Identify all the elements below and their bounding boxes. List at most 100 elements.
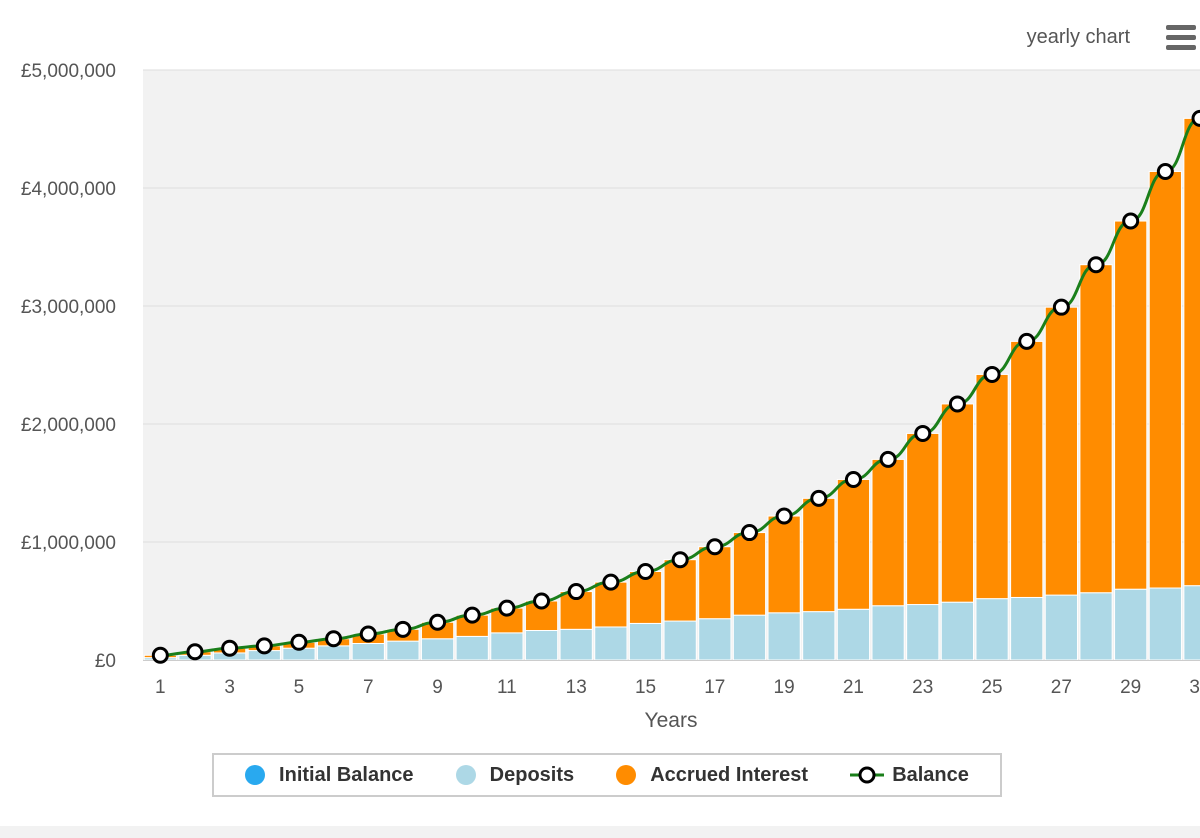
balance-point [1122,212,1140,230]
balance-point [844,470,862,488]
bar-accrued-interest [698,546,732,620]
bar-deposits [316,645,351,661]
balance-point [706,538,724,556]
bar-deposits [594,626,628,661]
balance-point [394,620,412,638]
x-axis-title: Years [645,709,698,732]
balance-point [1191,109,1200,127]
balance-point [671,551,689,569]
balance-point [637,563,655,580]
bar-accrued-interest [732,532,767,616]
bar-deposits [1183,585,1200,661]
balance-point [359,625,377,643]
bar-deposits [906,604,940,661]
x-tick-label: 21 [843,677,864,698]
legend-item-balance[interactable]: Balance [850,764,969,787]
bar-accrued-interest [975,373,1009,600]
bar-accrued-interest [767,515,801,614]
legend-label-deposits: Deposits [489,763,575,786]
bar-deposits [975,598,1009,661]
balance-point [740,524,758,542]
bar-deposits [628,622,663,661]
bar-deposits [836,608,871,661]
x-tick-label: 23 [912,677,933,698]
x-tick-label: 9 [432,677,443,698]
balance-point [1018,332,1036,350]
balance-point [255,637,273,655]
balance-point [1087,256,1105,274]
bar-accrued-interest [906,432,940,606]
balance-point [533,592,551,610]
bar-deposits [698,618,732,661]
legend-label-accrued-interest: Accrued Interest [650,763,809,786]
balance-point [290,633,308,651]
x-tick-label: 27 [1051,677,1072,698]
balance-point [567,583,585,601]
bar-deposits [559,628,593,661]
legend-item-accrued-interest[interactable]: Accrued Interest [616,764,808,787]
legend-line-marker-icon [850,766,885,784]
balance-point [151,646,169,664]
bar-deposits [767,612,801,661]
balance-point [1156,162,1174,180]
balance-point [775,507,793,525]
bar-accrued-interest [836,478,871,610]
y-tick-label: £0 [95,651,116,672]
bar-accrued-interest [1183,117,1200,587]
x-tick-label: 17 [704,677,725,698]
bar-deposits [1148,587,1182,661]
balance-point [602,573,620,591]
x-tick-label: 15 [635,677,656,698]
bar-deposits [420,638,455,661]
bar-deposits [1079,592,1113,661]
bar-deposits [386,640,420,661]
bar-accrued-interest [1044,306,1078,596]
bar-deposits [802,611,836,661]
balance-point [810,489,828,507]
legend-label-initial-balance: Initial Balance [279,763,414,786]
bar-deposits [663,620,697,661]
x-tick-label: 31 [1189,677,1200,698]
legend-dot-accrued-interest [616,765,637,785]
hamburger-menu-icon[interactable] [1166,25,1196,51]
y-tick-label: £3,000,000 [21,297,116,318]
bar-accrued-interest [628,571,663,624]
x-tick-label: 13 [566,677,587,698]
bar-deposits [1044,594,1078,661]
bar-accrued-interest [1148,170,1182,589]
page-bottom-band [0,826,1200,838]
x-tick-label: 11 [497,677,517,698]
legend-label-balance: Balance [892,763,969,786]
legend-item-initial-balance[interactable]: Initial Balance [245,764,414,787]
x-tick-label: 29 [1120,677,1141,698]
x-tick-label: 5 [294,677,305,698]
bar-deposits [940,601,975,661]
balance-point [1052,298,1070,316]
bar-deposits [455,635,489,661]
bar-deposits [1010,596,1044,661]
bar-deposits [351,642,385,661]
balance-point [463,606,481,624]
bar-deposits [490,632,524,661]
bar-accrued-interest [663,559,697,622]
y-tick-label: £4,000,000 [21,179,116,200]
x-tick-label: 7 [363,677,374,698]
chart-legend: Initial Balance Deposits Accrued Interes… [212,753,1002,797]
yearly-chart-toggle[interactable]: yearly chart [1026,26,1130,48]
legend-dot-deposits [455,765,476,785]
bar-accrued-interest [1010,340,1044,598]
x-tick-label: 19 [774,677,795,698]
balance-point [983,365,1001,383]
balance-point [429,613,447,631]
x-tick-label: 3 [224,677,235,698]
balance-point [879,450,897,468]
y-tick-label: £1,000,000 [21,533,116,554]
y-tick-label: £5,000,000 [21,61,116,82]
legend-item-deposits[interactable]: Deposits [455,763,575,787]
bar-accrued-interest [1114,220,1148,590]
y-tick-label: £2,000,000 [21,415,116,436]
balance-point [914,424,932,442]
balance-point [948,395,966,413]
bar-deposits [732,614,767,661]
